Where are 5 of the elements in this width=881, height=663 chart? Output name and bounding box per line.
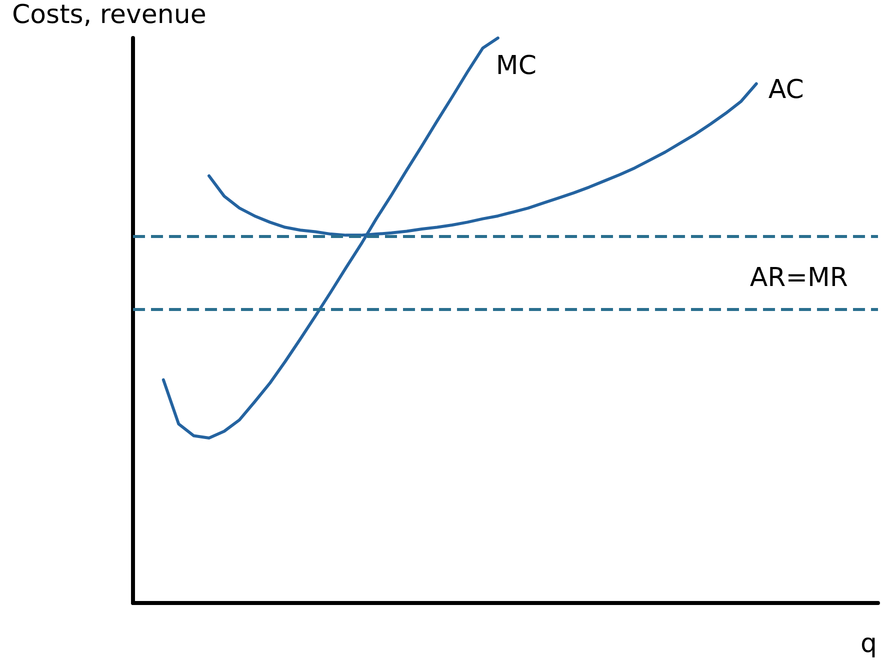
ref-line-label: AR=MR	[750, 263, 848, 294]
x-axis-title: q	[860, 629, 878, 659]
y-axis-title: Costs, revenue	[12, 0, 206, 30]
series-label: AC	[768, 74, 804, 105]
series-label: MC	[496, 51, 536, 81]
